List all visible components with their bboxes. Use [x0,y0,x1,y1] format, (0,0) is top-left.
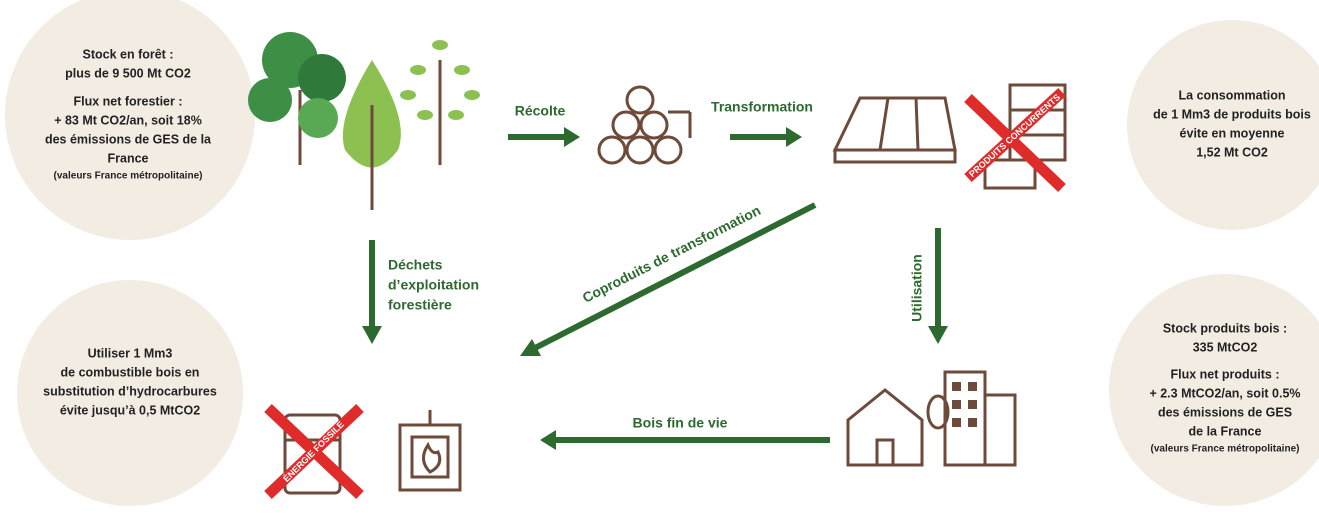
arrow-label: d’exploitation [388,277,479,293]
trees-icon [248,32,480,210]
text: de 1 Mm3 de produits bois [1153,107,1311,121]
text: Flux net produits : [1170,367,1279,381]
text: 335 MtCO2 [1193,340,1258,354]
text: de la France [1189,424,1262,438]
text: des émissions de GES de la [45,132,212,146]
text: plus de 9 500 Mt CO2 [65,66,191,80]
bricks-icon: PRODUITS CONCURRENTS [967,85,1065,188]
text: Flux net forestier : [73,94,182,108]
text: La consommation [1179,88,1286,102]
text: des émissions de GES [1158,405,1292,419]
text: évite en moyenne [1180,126,1285,140]
arrow-label: Bois fin de vie [633,415,728,431]
text: France [108,151,149,165]
text: + 2.3 MtCO2/an, soit 0.5% [1149,386,1300,400]
text: Stock en forêt : [83,47,174,61]
text: de combustible bois en [61,365,200,379]
logs-icon [599,87,690,163]
arrow-label: forestière [388,297,452,313]
arrow-label: Utilisation [909,254,925,322]
planks-icon [835,98,955,162]
fossil-icon: ÉNERGIE FOSSILE [268,408,360,495]
text: + 83 Mt CO2/an, soit 18% [54,113,202,127]
arrow-label: Coproduits de transformation [580,202,763,306]
diagram: Stock en forêt : plus de 9 500 Mt CO2 Fl… [0,0,1319,508]
text: évite jusqu’à 0,5 MtCO2 [60,403,200,417]
buildings-icon [848,372,1015,465]
arrow-label: Transformation [711,99,813,115]
info-bubble [1127,20,1319,230]
text: substitution d’hydrocarbures [43,384,217,398]
text: 1,52 Mt CO2 [1196,145,1268,159]
stove-icon [400,410,460,490]
note: (valeurs France métropolitaine) [54,171,203,182]
arrow-label: Déchets [388,257,443,273]
note: (valeurs France métropolitaine) [1151,444,1300,455]
text: Stock produits bois : [1163,321,1287,335]
text: Utiliser 1 Mm3 [88,346,173,360]
arrow-label: Récolte [515,103,566,119]
